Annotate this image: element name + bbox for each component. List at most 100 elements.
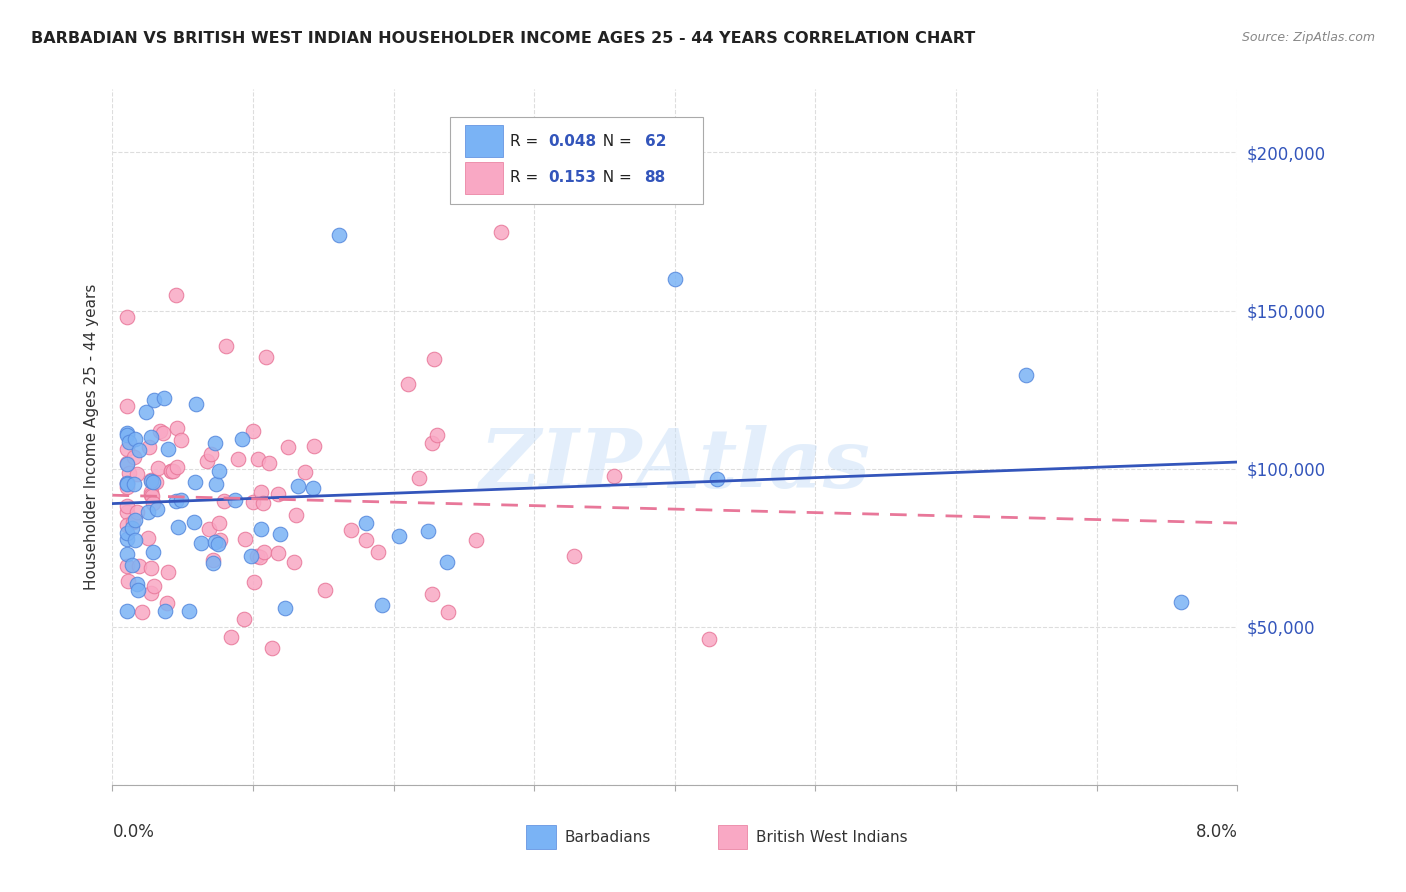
Point <box>115 310 138 325</box>
Point <box>200 447 222 461</box>
Point <box>233 533 256 547</box>
Point <box>198 522 221 536</box>
Point <box>170 493 193 508</box>
Point <box>156 595 179 609</box>
Point <box>115 518 138 533</box>
Point <box>465 533 488 548</box>
Point <box>416 524 439 538</box>
Point <box>115 604 138 618</box>
Point <box>242 424 264 438</box>
Point <box>141 489 163 503</box>
Point <box>127 467 149 481</box>
Point <box>153 391 176 405</box>
FancyBboxPatch shape <box>450 117 703 204</box>
Point <box>166 520 188 534</box>
Point <box>371 598 394 612</box>
Point <box>247 452 270 467</box>
Point <box>115 399 138 413</box>
Point <box>122 476 145 491</box>
Point <box>142 475 165 489</box>
Point <box>128 558 150 573</box>
Point <box>125 576 148 591</box>
Point <box>314 583 336 598</box>
Point <box>388 529 411 543</box>
Point <box>408 471 430 485</box>
Point <box>166 420 188 434</box>
Point <box>190 535 212 549</box>
Point <box>328 227 350 242</box>
Point <box>165 287 187 301</box>
Point <box>207 516 229 530</box>
Point <box>1015 368 1038 383</box>
Point <box>115 475 138 490</box>
Y-axis label: Householder Income Ages 25 - 44 years: Householder Income Ages 25 - 44 years <box>83 284 98 591</box>
Point <box>250 484 273 499</box>
Text: Barbadians: Barbadians <box>565 830 651 845</box>
Point <box>664 272 686 286</box>
Point <box>422 435 444 450</box>
Text: 0.153: 0.153 <box>548 170 596 185</box>
Point <box>136 505 159 519</box>
Point <box>204 436 226 450</box>
Point <box>141 473 163 487</box>
Text: 0.0%: 0.0% <box>112 823 155 841</box>
Point <box>204 534 226 549</box>
Point <box>302 439 325 453</box>
Point <box>209 533 232 548</box>
Point <box>259 456 281 470</box>
Text: 88: 88 <box>644 170 666 185</box>
Point <box>131 605 153 619</box>
FancyBboxPatch shape <box>526 825 555 849</box>
Point <box>186 397 208 411</box>
Point <box>207 536 229 550</box>
Point <box>183 515 205 529</box>
Point <box>277 441 299 455</box>
Point <box>117 574 139 589</box>
Point <box>143 579 166 593</box>
FancyBboxPatch shape <box>464 161 503 194</box>
Text: ZIPAtlas: ZIPAtlas <box>479 425 870 505</box>
Point <box>215 338 238 352</box>
Point <box>143 392 166 407</box>
Point <box>603 468 626 483</box>
Point <box>115 442 138 456</box>
Text: 0.048: 0.048 <box>548 134 596 149</box>
Point <box>141 475 163 489</box>
Text: 62: 62 <box>644 134 666 149</box>
Point <box>115 426 138 441</box>
Point <box>122 515 145 529</box>
Point <box>136 531 159 545</box>
Point <box>340 523 363 537</box>
Point <box>139 484 162 499</box>
Point <box>115 457 138 471</box>
Point <box>115 480 138 494</box>
Point <box>283 555 305 569</box>
Point <box>145 502 167 516</box>
Point <box>231 432 253 446</box>
Point <box>121 558 143 572</box>
Point <box>195 454 218 468</box>
Point <box>156 442 179 457</box>
Point <box>252 496 274 510</box>
Text: N =: N = <box>593 170 637 185</box>
Point <box>115 505 138 519</box>
Point <box>224 492 246 507</box>
Point <box>128 443 150 458</box>
Point <box>124 450 146 464</box>
Point <box>135 405 157 419</box>
Text: Source: ZipAtlas.com: Source: ZipAtlas.com <box>1241 31 1375 45</box>
Point <box>240 549 263 563</box>
Point <box>127 505 149 519</box>
Point <box>284 508 307 522</box>
FancyBboxPatch shape <box>464 126 503 157</box>
Point <box>436 556 458 570</box>
Point <box>115 547 138 561</box>
Point <box>148 460 170 475</box>
Point <box>489 225 512 239</box>
Point <box>367 545 389 559</box>
Point <box>260 640 283 655</box>
Point <box>152 426 174 441</box>
Point <box>155 604 177 618</box>
FancyBboxPatch shape <box>717 825 747 849</box>
Point <box>354 533 377 547</box>
